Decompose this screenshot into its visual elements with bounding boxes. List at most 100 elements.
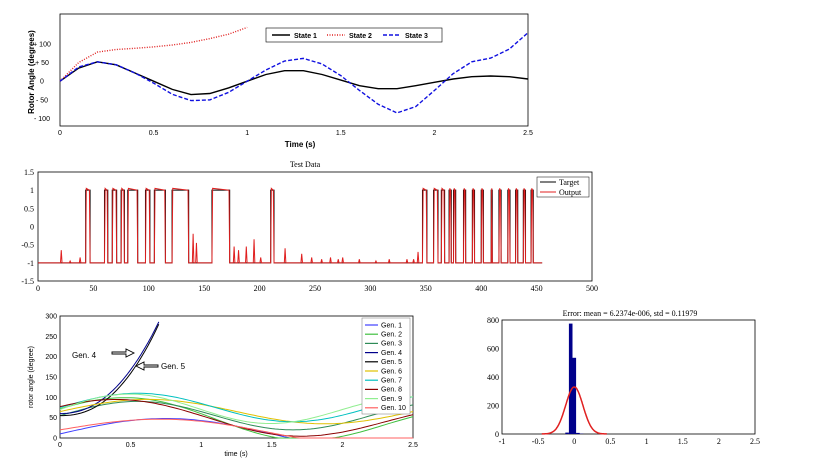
chart3-series-line-9	[59, 393, 413, 424]
chart2-output-line	[38, 187, 543, 264]
chart3-legend-label-1: Gen. 1	[381, 322, 402, 329]
chart1-y-tick-2: 0	[40, 79, 44, 86]
chart3-x-tick-1: 0.5	[126, 442, 136, 449]
chart1-y-tick-4: - 100	[34, 116, 50, 123]
chart4-x-tick-6: 2	[717, 437, 721, 446]
chart3-series	[59, 321, 414, 439]
chart2-y-tick-3: 0	[30, 223, 34, 232]
chart1-x-tick-2: 1	[245, 130, 249, 137]
chart3-legend-label-3: Gen. 3	[381, 341, 402, 348]
chart4-x-tick-3: 0.5	[605, 437, 615, 446]
chart2-x-tick-5: 250	[309, 284, 321, 293]
chart3-y-tick-5: 50	[49, 415, 57, 422]
chart3-frame	[59, 315, 414, 439]
chart1-x-ticks: 0 0.5 1 1.5 2 2.5	[58, 130, 533, 137]
chart1-series-line-1	[59, 61, 529, 96]
chart1-x-tick-4: 2	[432, 130, 436, 137]
annotation-gen5-arrow	[134, 361, 159, 371]
chart4-x-tick-4: 1	[645, 437, 649, 446]
chart2-title: Test Data	[290, 160, 321, 169]
chart3-series-line-3	[59, 400, 414, 431]
legend-state3-label: State 3	[405, 33, 428, 40]
chart-rotor-angle: 0 0.5 1 1.5 2 2.5 + 100 + 50 0 - 50 - 100 Time (s…	[27, 13, 533, 149]
chart2-frame	[37, 171, 593, 282]
chart1-series-line-3	[59, 32, 529, 114]
chart4-title: Error: mean = 6.2374e-006, std = 0.11979	[563, 309, 698, 318]
chart3-y-tick-4: 100	[45, 395, 57, 402]
chart3-x-tick-2: 1	[199, 442, 203, 449]
chart1-legend: State 1 State 2 State 3	[265, 27, 443, 43]
chart4-y-ticks: 800 600 400 200 0	[487, 316, 499, 439]
chart3-series-line-4	[59, 321, 160, 415]
chart3-y-tick-6: 0	[53, 436, 57, 443]
chart3-series-line-5	[60, 323, 160, 417]
chart3-x-tick-3: 1.5	[267, 442, 277, 449]
chart3-y-tick-2: 200	[45, 354, 57, 361]
chart2-y-tick-1: 1	[30, 186, 34, 195]
chart3-legend-label-6: Gen. 6	[381, 368, 402, 375]
chart1-xlabel: Time (s)	[285, 140, 316, 149]
chart4-x-ticks: -1 -0.5 0 0.5 1 1.5 2 2.5	[499, 437, 760, 446]
chart3-legend-label-2: Gen. 2	[381, 332, 402, 339]
chart3-x-tick-4: 2	[340, 442, 344, 449]
chart3-legend-label-10: Gen. 10	[381, 405, 406, 412]
chart4-fit-line	[541, 386, 607, 435]
chart4-y-tick-0: 800	[487, 316, 499, 325]
chart2-target-line	[38, 189, 543, 264]
chart1-legend-box	[265, 27, 443, 43]
chart1-series-line-2	[59, 26, 248, 82]
chart2-x-ticks: 0 50 100 150 200 250 300 350 400 450 500	[36, 284, 598, 293]
chart4-y-tick-4: 0	[495, 430, 499, 439]
chart4-x-tick-2: 0	[572, 437, 576, 446]
chart3-legend-label-4: Gen. 4	[381, 350, 402, 357]
chart2-x-tick-7: 350	[420, 284, 432, 293]
chart1-x-tick-0: 0	[58, 130, 62, 137]
chart4-bar-0	[565, 432, 569, 434]
chart3-x-tick-0: 0	[58, 442, 62, 449]
chart1-ylabel: Rotor Angle (degrees)	[27, 30, 36, 114]
chart4-y-tick-1: 600	[487, 345, 499, 354]
chart1-x-tick-5: 2.5	[523, 130, 533, 137]
chart1-y-tick-0: + 100	[33, 41, 51, 48]
chart3-legend-label-8: Gen. 8	[381, 387, 402, 394]
chart4-frame	[501, 319, 756, 435]
chart2-x-tick-1: 50	[89, 284, 97, 293]
chart3-legend-label-7: Gen. 7	[381, 378, 402, 385]
chart1-y-tick-3: - 50	[36, 97, 48, 104]
chart3-y-ticks: 300 250 200 150 100 50 0	[45, 314, 57, 443]
chart2-x-tick-9: 450	[531, 284, 543, 293]
chart3-legend: Gen. 1 Gen. 2 Gen. 3 Gen. 4 Gen. 5 Gen. 6 Gen.…	[361, 317, 411, 415]
chart1-x-tick-3: 1.5	[336, 130, 346, 137]
chart3-x-ticks: 0 0.5 1 1.5 2 2.5	[58, 442, 418, 449]
chart1-series	[59, 26, 529, 114]
chart2-y-tick-2: 0.5	[24, 204, 34, 213]
chart4-bars	[565, 323, 584, 434]
chart2-y-tick-4: -0.5	[21, 241, 34, 250]
chart-generators: 0 0.5 1 1.5 2 2.5 300 250 200 150 100 50 0 time (s)…	[28, 314, 418, 459]
chart1-y-tick-1: + 50	[35, 60, 49, 67]
chart2-x-tick-2: 100	[143, 284, 155, 293]
chart4-x-tick-5: 1.5	[678, 437, 688, 446]
chart2-y-tick-5: -1	[27, 259, 34, 268]
chart4-bar-3	[576, 432, 580, 434]
chart2-x-tick-3: 150	[198, 284, 210, 293]
chart4-bar-1	[568, 323, 573, 434]
chart-error-histogram: Error: mean = 6.2374e-006, std = 0.11979…	[487, 309, 760, 446]
chart3-y-tick-3: 150	[45, 375, 57, 382]
annotation-gen5: Gen. 5	[161, 362, 186, 371]
chart4-fit-curve	[541, 386, 607, 435]
chart3-y-tick-1: 250	[45, 334, 57, 341]
chart3-xlabel: time (s)	[224, 451, 247, 458]
chart2-y-tick-6: -1.5	[21, 277, 34, 286]
legend-state1-label: State 1	[294, 33, 317, 40]
chart2-x-tick-10: 500	[586, 284, 598, 293]
legend-target-label: Target	[559, 178, 580, 187]
chart3-series-line-2	[59, 397, 414, 439]
chart2-x-tick-4: 200	[254, 284, 266, 293]
chart4-x-tick-7: 2.5	[750, 437, 760, 446]
chart1-frame	[59, 13, 529, 127]
chart4-y-tick-2: 400	[487, 373, 499, 382]
legend-output-label: Output	[559, 188, 582, 197]
chart3-y-tick-0: 300	[45, 314, 57, 321]
